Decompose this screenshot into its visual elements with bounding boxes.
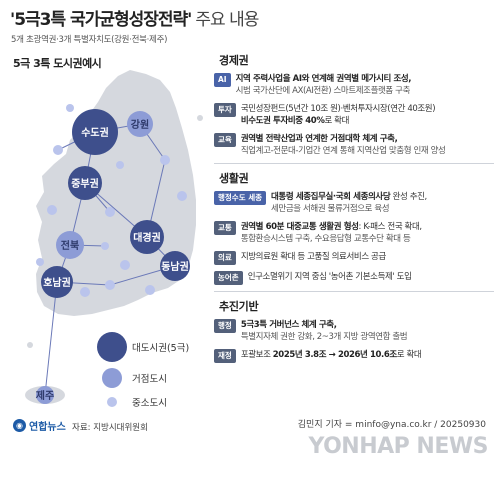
economy-edu-line2: 직업계고-전문대-기업간 연계 통해 지역산업 맞춤형 인재 양성 <box>240 146 446 156</box>
label-sudo: 수도권 <box>81 127 109 139</box>
source-text: 자료: 지방시대위원회 <box>72 423 148 433</box>
life-sejong-line1-rest: 완성 추진, <box>390 192 428 202</box>
life-medical-line1: 지방의료원 확대 등 고품질 의료서비스 공급 <box>240 252 386 262</box>
life-traffic-line2: 통합환승시스템 구축, 수요응답형 교통수단 확대 등 <box>240 234 411 244</box>
label-jungbu: 중부권 <box>71 178 99 190</box>
label-daegyeong: 대경권 <box>133 231 161 244</box>
economy-item-edu: 교육 권역별 전략산업과 연계한 거점대학 체계 구축, 직업계고-전문대-기업… <box>214 133 494 157</box>
badge-admin: 행정 <box>214 319 236 333</box>
logo-mark-icon: ◉ <box>13 419 26 432</box>
label-gangwon: 강원 <box>131 118 149 131</box>
drive-admin-line1: 5극3특 거버넌스 체계 구축, <box>240 320 337 330</box>
dongnam-node <box>160 251 190 281</box>
life-sejong-line2: 세만금을 서해권 물류거점으로 육성 <box>271 204 390 214</box>
economy-ai-line2: 시범 국가산단에 AX(AI전환) 스마트제조플랫폼 구축 <box>235 86 411 96</box>
drive-item-finance: 재정 포괄보조 2025년 3.8조 → 2026년 10.6조로 확대 <box>214 349 494 363</box>
economy-invest-line2-rest: 로 확대 <box>324 116 349 126</box>
badge-medical: 의료 <box>214 251 236 265</box>
badge-finance: 재정 <box>214 349 236 363</box>
legend-large-label: 대도시권(5극) <box>132 342 189 354</box>
legend-medium-swatch <box>102 368 122 388</box>
life-item-rural: 농어촌 인구소멸위기 지역 중심 '농어촌 기본소득제' 도입 <box>214 271 494 285</box>
honam-node <box>41 266 73 298</box>
life-item-traffic: 교통 권역별 60분 대중교통 생활권 형성: K-패스 전국 확대, 통합환승… <box>214 221 494 245</box>
drive-finance-pre: 포괄보조 <box>240 350 273 360</box>
jungbu-node <box>68 166 102 200</box>
badge-invest: 투자 <box>214 103 236 117</box>
title-main: '5극3특 국가균형성장전략' <box>10 10 192 30</box>
label-honam: 호남권 <box>43 276 71 289</box>
badge-sejong: 행정수도 세종 <box>214 191 267 205</box>
section-title-economy: 경제권 <box>219 54 249 67</box>
economy-item-ai: AI 지역 주력사업을 AI와 연계해 권역별 메가시티 조성, 시범 국가산단… <box>214 73 494 97</box>
drive-finance-rest: 로 확대 <box>396 350 422 360</box>
label-jeonbuk: 전북 <box>61 239 79 252</box>
content-panel: 경제권 AI 지역 주력사업을 AI와 연계해 권역별 메가시티 조성, 시범 … <box>214 52 494 369</box>
island-shape <box>197 115 203 121</box>
life-sejong-line1-bold: 대통령 세종집무실·국회 세종의사당 <box>271 192 391 202</box>
drive-finance-bold: 2025년 3.8조 → 2026년 10.6조 <box>272 350 397 360</box>
badge-rural: 농어촌 <box>214 271 243 285</box>
gangwon-node <box>127 111 153 137</box>
legend-large-swatch <box>97 332 127 362</box>
economy-item-invest: 투자 국민성장펀드(5년간 10조 원)·벤처투자시장(연간 40조원) 비수도… <box>214 103 494 127</box>
divider <box>214 163 494 164</box>
badge-ai: AI <box>214 73 231 87</box>
yonhap-logo: ◉ 연합뉴스 <box>13 418 66 433</box>
page-subtitle: 5개 초광역권·3개 특별자치도(강원·전북·제주) <box>11 35 168 45</box>
economy-invest-line2-bold: 비수도권 투자비중 40% <box>240 116 325 126</box>
island-shape <box>27 342 33 348</box>
map-heading: 5극 3특 도시권예시 <box>13 57 102 70</box>
jeonbuk-node <box>56 231 84 259</box>
logo-text: 연합뉴스 <box>29 422 66 433</box>
life-traffic-line1-rest: : K-패스 전국 확대, <box>358 222 423 232</box>
life-traffic-line1-bold: 권역별 60분 대중교통 생활권 형성 <box>240 222 359 232</box>
daegyeong-node <box>130 220 164 254</box>
life-item-sejong: 행정수도 세종 대통령 세종집무실·국회 세종의사당 완성 추진, 세만금을 서… <box>214 191 494 215</box>
page-title: '5극3특 국가균형성장전략' 주요 내용 <box>10 5 259 30</box>
korea-map: 수도권 강원 중부권 전북 대경권 동남권 호남권 제주 대도시권(5극) 거점… <box>25 70 203 409</box>
label-dongnam: 동남권 <box>161 260 189 273</box>
jeju-node <box>36 386 54 404</box>
legend-small-swatch <box>107 397 117 407</box>
divider <box>214 291 494 292</box>
legend-medium-label: 거점도시 <box>132 373 167 385</box>
life-rural-line1: 인구소멸위기 지역 중심 '농어촌 기본소득제' 도입 <box>247 272 412 282</box>
drive-item-admin: 행정 5극3특 거버넌스 체계 구축, 특별지자체 권한 강화, 2~3개 지방… <box>214 319 494 343</box>
label-jeju: 제주 <box>36 389 54 402</box>
section-title-drive: 추진기반 <box>219 300 259 313</box>
title-rest: 주요 내용 <box>195 10 259 30</box>
economy-edu-line1: 권역별 전략산업과 연계한 거점대학 체계 구축, <box>240 134 398 144</box>
section-title-life: 생활권 <box>219 172 249 185</box>
small-cities <box>36 104 187 297</box>
life-item-medical: 의료 지방의료원 확대 등 고품질 의료서비스 공급 <box>214 251 494 265</box>
economy-invest-line1: 국민성장펀드(5년간 10조 원)·벤처투자시장(연간 40조원) <box>240 104 436 114</box>
badge-edu: 교육 <box>214 133 236 147</box>
economy-ai-line1: 지역 주력사업을 AI와 연계해 권역별 메가시티 조성, <box>235 74 412 84</box>
drive-admin-line2: 특별지자체 권한 강화, 2~3개 지방 광역연합 출범 <box>240 332 408 342</box>
sudo-node <box>72 109 118 155</box>
legend-small-label: 중소도시 <box>132 398 167 409</box>
badge-traffic: 교통 <box>214 221 236 235</box>
byline: 김민지 기자 = minfo@yna.co.kr / 20250930 <box>297 420 486 430</box>
watermark: YONHAP NEWS <box>308 434 488 459</box>
